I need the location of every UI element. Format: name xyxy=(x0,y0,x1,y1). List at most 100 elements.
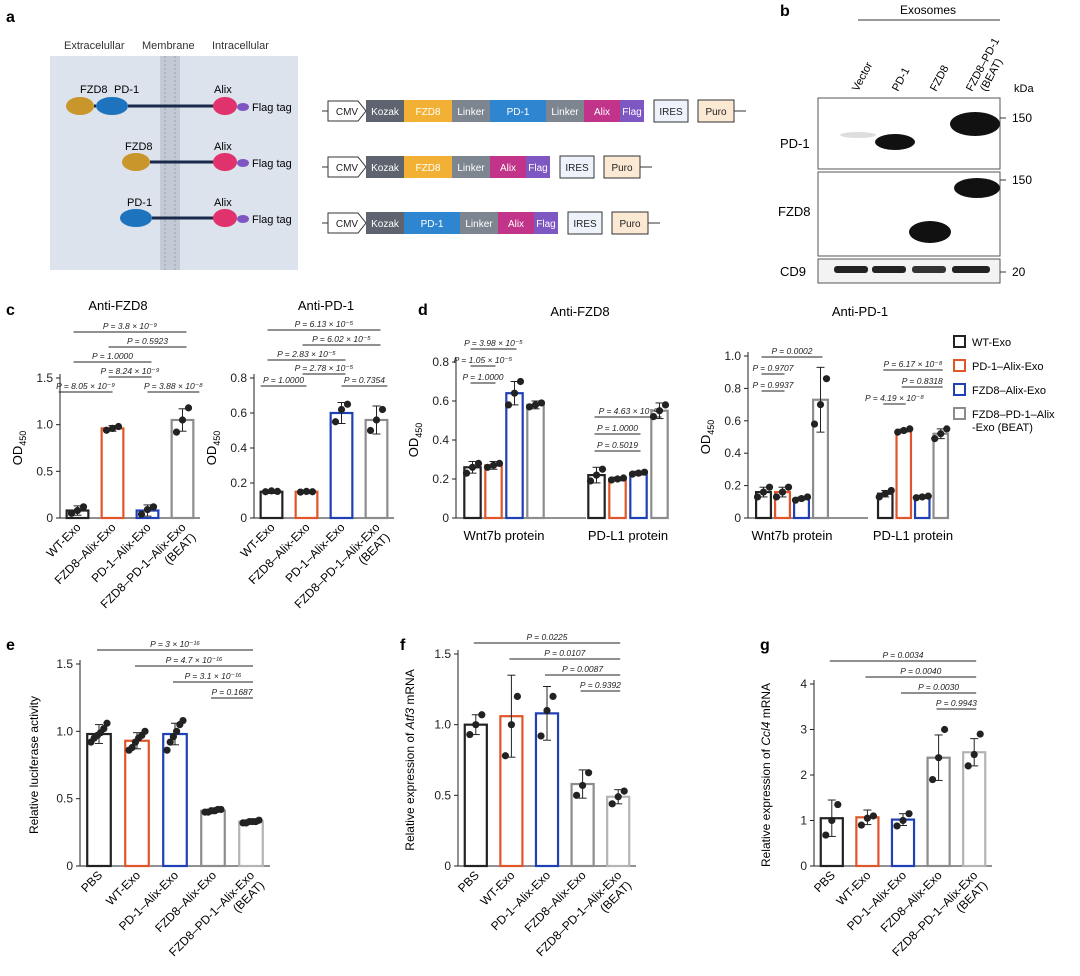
d2-data-point xyxy=(931,435,939,443)
exosomes-header: Exosomes xyxy=(900,3,956,17)
d1-data-point xyxy=(640,468,649,476)
construct2-flag-domain xyxy=(237,159,249,167)
d1-group-label: PD-L1 protein xyxy=(588,528,668,543)
g-data-point xyxy=(857,821,866,829)
chart-c2: 00.20.40.60.8Anti-PD-1OD450WT-ExoFZD8–Al… xyxy=(204,298,394,611)
d2-y-label-od: OD xyxy=(698,435,713,455)
cassette2-cmv-box xyxy=(327,156,367,178)
band-cd9-lane1 xyxy=(834,266,868,273)
d1-pvalue-label: P = 1.0000 xyxy=(462,372,503,382)
cassette2-ires-label: IRES xyxy=(565,163,589,174)
d1-ytick-label: 0.4 xyxy=(432,433,449,447)
d1-ytick-label: 0.6 xyxy=(432,394,449,408)
cassette3-ires-label: IRES xyxy=(573,219,597,230)
marker-150-pd1: 150 xyxy=(1012,111,1032,125)
cassette3-cmv-label: CMV xyxy=(336,219,359,230)
c2-pvalue-label: P = 6.02 × 10⁻⁵ xyxy=(312,334,371,344)
band-fzd8-lane4 xyxy=(954,178,1000,198)
f-y-label: Relative expression of Atf3 mRNA xyxy=(403,669,417,850)
lane-label-pd1: PD-1 xyxy=(890,66,912,94)
f-ytick-label: 1.0 xyxy=(434,718,451,732)
d1-y-label-od: OD xyxy=(406,438,421,458)
c1-ytick-label: 1.5 xyxy=(36,371,53,385)
e-data-point xyxy=(169,733,177,741)
g-ytick-label: 3 xyxy=(800,723,807,737)
blot-row-label-cd9: CD9 xyxy=(780,264,806,279)
f-ytick-label: 0.5 xyxy=(434,788,451,802)
panel-label-e: e xyxy=(6,637,15,654)
c1-data-point xyxy=(184,404,193,412)
panel-label-f: f xyxy=(400,637,406,654)
c2-ytick-label: 0.4 xyxy=(230,441,247,455)
c1-ytick-label: 1.0 xyxy=(36,418,53,432)
d2-data-point xyxy=(784,483,793,491)
d2-data-point xyxy=(881,490,889,498)
d1-ytick-label: 0.2 xyxy=(432,472,449,486)
band-pd1-lane4 xyxy=(950,112,1000,136)
marker-20-cd9: 20 xyxy=(1012,265,1026,279)
cassette2-puro-label: Puro xyxy=(611,163,633,174)
f-data-point xyxy=(507,721,515,729)
e-data-point xyxy=(217,805,225,814)
c2-pvalue-label: P = 1.0000 xyxy=(263,375,304,385)
g-data-point xyxy=(828,816,836,825)
panel-label-c: c xyxy=(6,302,15,319)
d2-data-point xyxy=(924,492,932,500)
construct1-fzd8-domain xyxy=(66,97,94,115)
e-pvalue-label: P = 3.1 × 10⁻¹⁶ xyxy=(185,671,242,681)
cassette1-kozak-label: Kozak xyxy=(371,107,400,118)
band-fzd8-lane3 xyxy=(909,221,951,243)
cassette1-ires-box xyxy=(653,99,689,123)
c2-data-point xyxy=(267,487,276,495)
construct3-pd1-label: PD-1 xyxy=(127,197,152,209)
f-y-label-part: Atf3 xyxy=(403,708,417,731)
c2-data-point xyxy=(366,426,375,435)
c2-data-point xyxy=(302,487,311,495)
cassette3-flag-label: Flag xyxy=(536,219,555,230)
cassette3-pd-1-label: PD-1 xyxy=(421,219,444,230)
f-data-point xyxy=(614,793,622,801)
construct1-flag-label: Flag tag xyxy=(252,102,292,114)
d1-data-point xyxy=(510,389,519,397)
cassette3-kozak-box xyxy=(366,212,404,234)
d2-ytick-label: 0.2 xyxy=(724,479,741,493)
g-ytick-label: 1 xyxy=(800,814,807,828)
d2-data-point xyxy=(887,486,895,495)
c2-bar xyxy=(364,418,389,520)
legend: WT-Exo PD-1–Alix-Exo FZD8–Alix-Exo FZD8–… xyxy=(953,335,1055,434)
construct3-flag-label: Flag tag xyxy=(252,214,292,226)
c2-data-point xyxy=(296,488,305,496)
cassette3-cmv-box xyxy=(327,212,367,234)
e-data-point xyxy=(100,725,108,733)
charts-layer: 00.51.01.5Anti-FZD8OD450WT-ExoFZD8–Alix-… xyxy=(10,298,992,959)
d2-ytick-label: 0.6 xyxy=(724,414,741,428)
d1-data-point xyxy=(462,469,471,477)
d2-y-label: OD450 xyxy=(698,420,716,455)
cassette3-pd-1-box xyxy=(404,212,460,234)
cassette1-linker-label: Linker xyxy=(551,107,579,118)
d2-title: Anti-PD-1 xyxy=(832,304,888,319)
c2-title: Anti-PD-1 xyxy=(298,298,354,313)
cassette2-fzd8-label: FZD8 xyxy=(416,163,441,174)
c1-ytick-label: 0.5 xyxy=(36,464,53,478)
panel-label-a: a xyxy=(6,9,15,26)
c1-ytick-label: 0 xyxy=(46,511,53,525)
f-pvalue-label: P = 0.0107 xyxy=(544,648,585,658)
cassette1-cmv-box xyxy=(327,100,367,122)
d2-data-point xyxy=(797,494,806,503)
c1-data-point xyxy=(108,424,117,432)
lane-label-vector: Vector xyxy=(850,60,875,93)
d1-data-point xyxy=(468,463,477,471)
d1-title: Anti-FZD8 xyxy=(550,304,609,319)
c2-pvalue-label: P = 6.13 × 10⁻⁵ xyxy=(295,319,354,329)
d2-data-point xyxy=(816,401,825,409)
g-data-point xyxy=(964,762,972,770)
d1-data-point xyxy=(619,474,628,482)
e-ytick-label: 0.5 xyxy=(56,792,73,806)
cassette1-linker-box xyxy=(452,100,490,122)
d1-group-label: Wnt7b protein xyxy=(464,528,545,543)
e-data-point xyxy=(141,727,149,735)
f-y-label-part: Relative expression of xyxy=(403,729,417,850)
d1-ytick-label: 0 xyxy=(442,511,449,525)
